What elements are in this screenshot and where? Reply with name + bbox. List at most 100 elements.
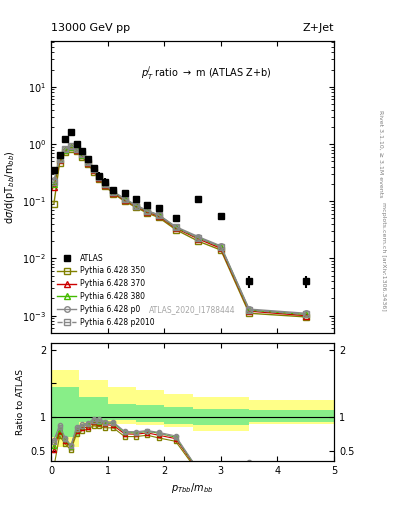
Line: Pythia 6.428 380: Pythia 6.428 380 [51,144,309,317]
Pythia 6.428 p0 [111,188,116,195]
Pythia 6.428 350 [247,310,252,316]
Pythia 6.428 p2010 [219,244,223,250]
Pythia 6.428 370 [196,236,200,242]
Pythia 6.428 380 [247,307,252,313]
Pythia 6.428 370 [303,312,308,318]
Pythia 6.428 370 [68,144,73,150]
Pythia 6.428 350 [51,201,56,207]
Pythia 6.428 370 [173,225,178,231]
Legend: ATLAS, Pythia 6.428 350, Pythia 6.428 370, Pythia 6.428 380, Pythia 6.428 p0, Py: ATLAS, Pythia 6.428 350, Pythia 6.428 37… [55,251,157,329]
Pythia 6.428 p0 [103,180,107,186]
Pythia 6.428 p2010 [68,143,73,150]
Pythia 6.428 p0 [196,233,200,240]
Pythia 6.428 p0 [173,224,178,230]
Pythia 6.428 370 [91,167,96,173]
Pythia 6.428 380 [68,143,73,150]
Pythia 6.428 370 [219,245,223,251]
Pythia 6.428 370 [156,213,161,219]
Pythia 6.428 350 [173,226,178,232]
Pythia 6.428 380 [97,175,101,181]
Pythia 6.428 350 [196,238,200,244]
Pythia 6.428 p2010 [303,311,308,317]
Pythia 6.428 380 [57,156,62,162]
Pythia 6.428 350 [156,215,161,221]
Pythia 6.428 380 [51,181,56,187]
Pythia 6.428 p0 [156,211,161,218]
Pythia 6.428 350 [91,168,96,175]
Pythia 6.428 p0 [122,196,127,202]
Pythia 6.428 380 [173,224,178,230]
Pythia 6.428 p0 [57,155,62,161]
Pythia 6.428 p0 [51,178,56,184]
Pythia 6.428 370 [122,197,127,203]
Pythia 6.428 370 [86,160,90,166]
Pythia 6.428 p0 [80,151,84,157]
Pythia 6.428 370 [97,175,101,181]
Pythia 6.428 350 [68,146,73,152]
Pythia 6.428 370 [103,182,107,188]
Text: mcplots.cern.ch [arXiv:1306.3436]: mcplots.cern.ch [arXiv:1306.3436] [381,202,386,310]
Pythia 6.428 380 [103,181,107,187]
Pythia 6.428 p0 [219,243,223,249]
Pythia 6.428 380 [156,212,161,218]
Pythia 6.428 350 [111,190,116,197]
Pythia 6.428 p0 [145,208,150,214]
Pythia 6.428 380 [196,234,200,241]
Pythia 6.428 370 [63,147,68,153]
Pythia 6.428 370 [134,203,138,209]
Pythia 6.428 380 [134,202,138,208]
Pythia 6.428 380 [145,208,150,214]
Pythia 6.428 p2010 [91,166,96,173]
Pythia 6.428 370 [145,209,150,215]
Pythia 6.428 p2010 [122,196,127,202]
Pythia 6.428 p0 [134,202,138,208]
Pythia 6.428 p2010 [57,156,62,162]
Pythia 6.428 p2010 [74,145,79,152]
Pythia 6.428 p0 [86,158,90,164]
Pythia 6.428 380 [74,146,79,152]
Pythia 6.428 350 [303,314,308,320]
Pythia 6.428 p0 [97,174,101,180]
Pythia 6.428 350 [145,210,150,216]
Pythia 6.428 p0 [247,306,252,312]
Text: 13000 GeV pp: 13000 GeV pp [51,23,130,33]
Pythia 6.428 350 [63,149,68,155]
Y-axis label: d$\sigma$/d(pT$_{bb}$/m$_{bb}$): d$\sigma$/d(pT$_{bb}$/m$_{bb}$) [3,150,17,224]
Pythia 6.428 380 [91,166,96,173]
Text: $p_T^{j}$ ratio $\rightarrow$ m (ATLAS Z+b): $p_T^{j}$ ratio $\rightarrow$ m (ATLAS Z… [141,65,272,82]
Text: Rivet 3.1.10, ≥ 3.1M events: Rivet 3.1.10, ≥ 3.1M events [379,110,384,197]
Y-axis label: Ratio to ATLAS: Ratio to ATLAS [16,369,25,435]
Pythia 6.428 380 [303,311,308,317]
Pythia 6.428 370 [247,308,252,314]
Pythia 6.428 350 [57,160,62,166]
Pythia 6.428 350 [219,247,223,253]
Pythia 6.428 p2010 [51,179,56,185]
Pythia 6.428 370 [80,153,84,159]
Pythia 6.428 370 [57,157,62,163]
Pythia 6.428 p2010 [156,212,161,218]
Pythia 6.428 350 [103,183,107,189]
Line: Pythia 6.428 p2010: Pythia 6.428 p2010 [51,143,309,317]
Pythia 6.428 350 [86,161,90,167]
Pythia 6.428 380 [122,196,127,202]
Pythia 6.428 380 [80,152,84,158]
Text: ATLAS_2020_I1788444: ATLAS_2020_I1788444 [149,305,236,314]
Pythia 6.428 p2010 [86,159,90,165]
Pythia 6.428 p2010 [134,202,138,208]
Text: Z+Jet: Z+Jet [303,23,334,33]
Pythia 6.428 380 [219,244,223,250]
Pythia 6.428 350 [97,176,101,182]
Pythia 6.428 p0 [74,145,79,151]
Pythia 6.428 370 [74,146,79,153]
Pythia 6.428 p0 [63,145,68,152]
Pythia 6.428 380 [63,146,68,153]
Line: Pythia 6.428 350: Pythia 6.428 350 [51,146,309,319]
Pythia 6.428 380 [86,159,90,165]
Pythia 6.428 380 [111,189,116,195]
Pythia 6.428 p0 [91,165,96,172]
Pythia 6.428 p2010 [103,181,107,187]
Pythia 6.428 p2010 [80,152,84,158]
Pythia 6.428 350 [80,154,84,160]
Pythia 6.428 370 [111,190,116,196]
Pythia 6.428 p2010 [247,307,252,313]
